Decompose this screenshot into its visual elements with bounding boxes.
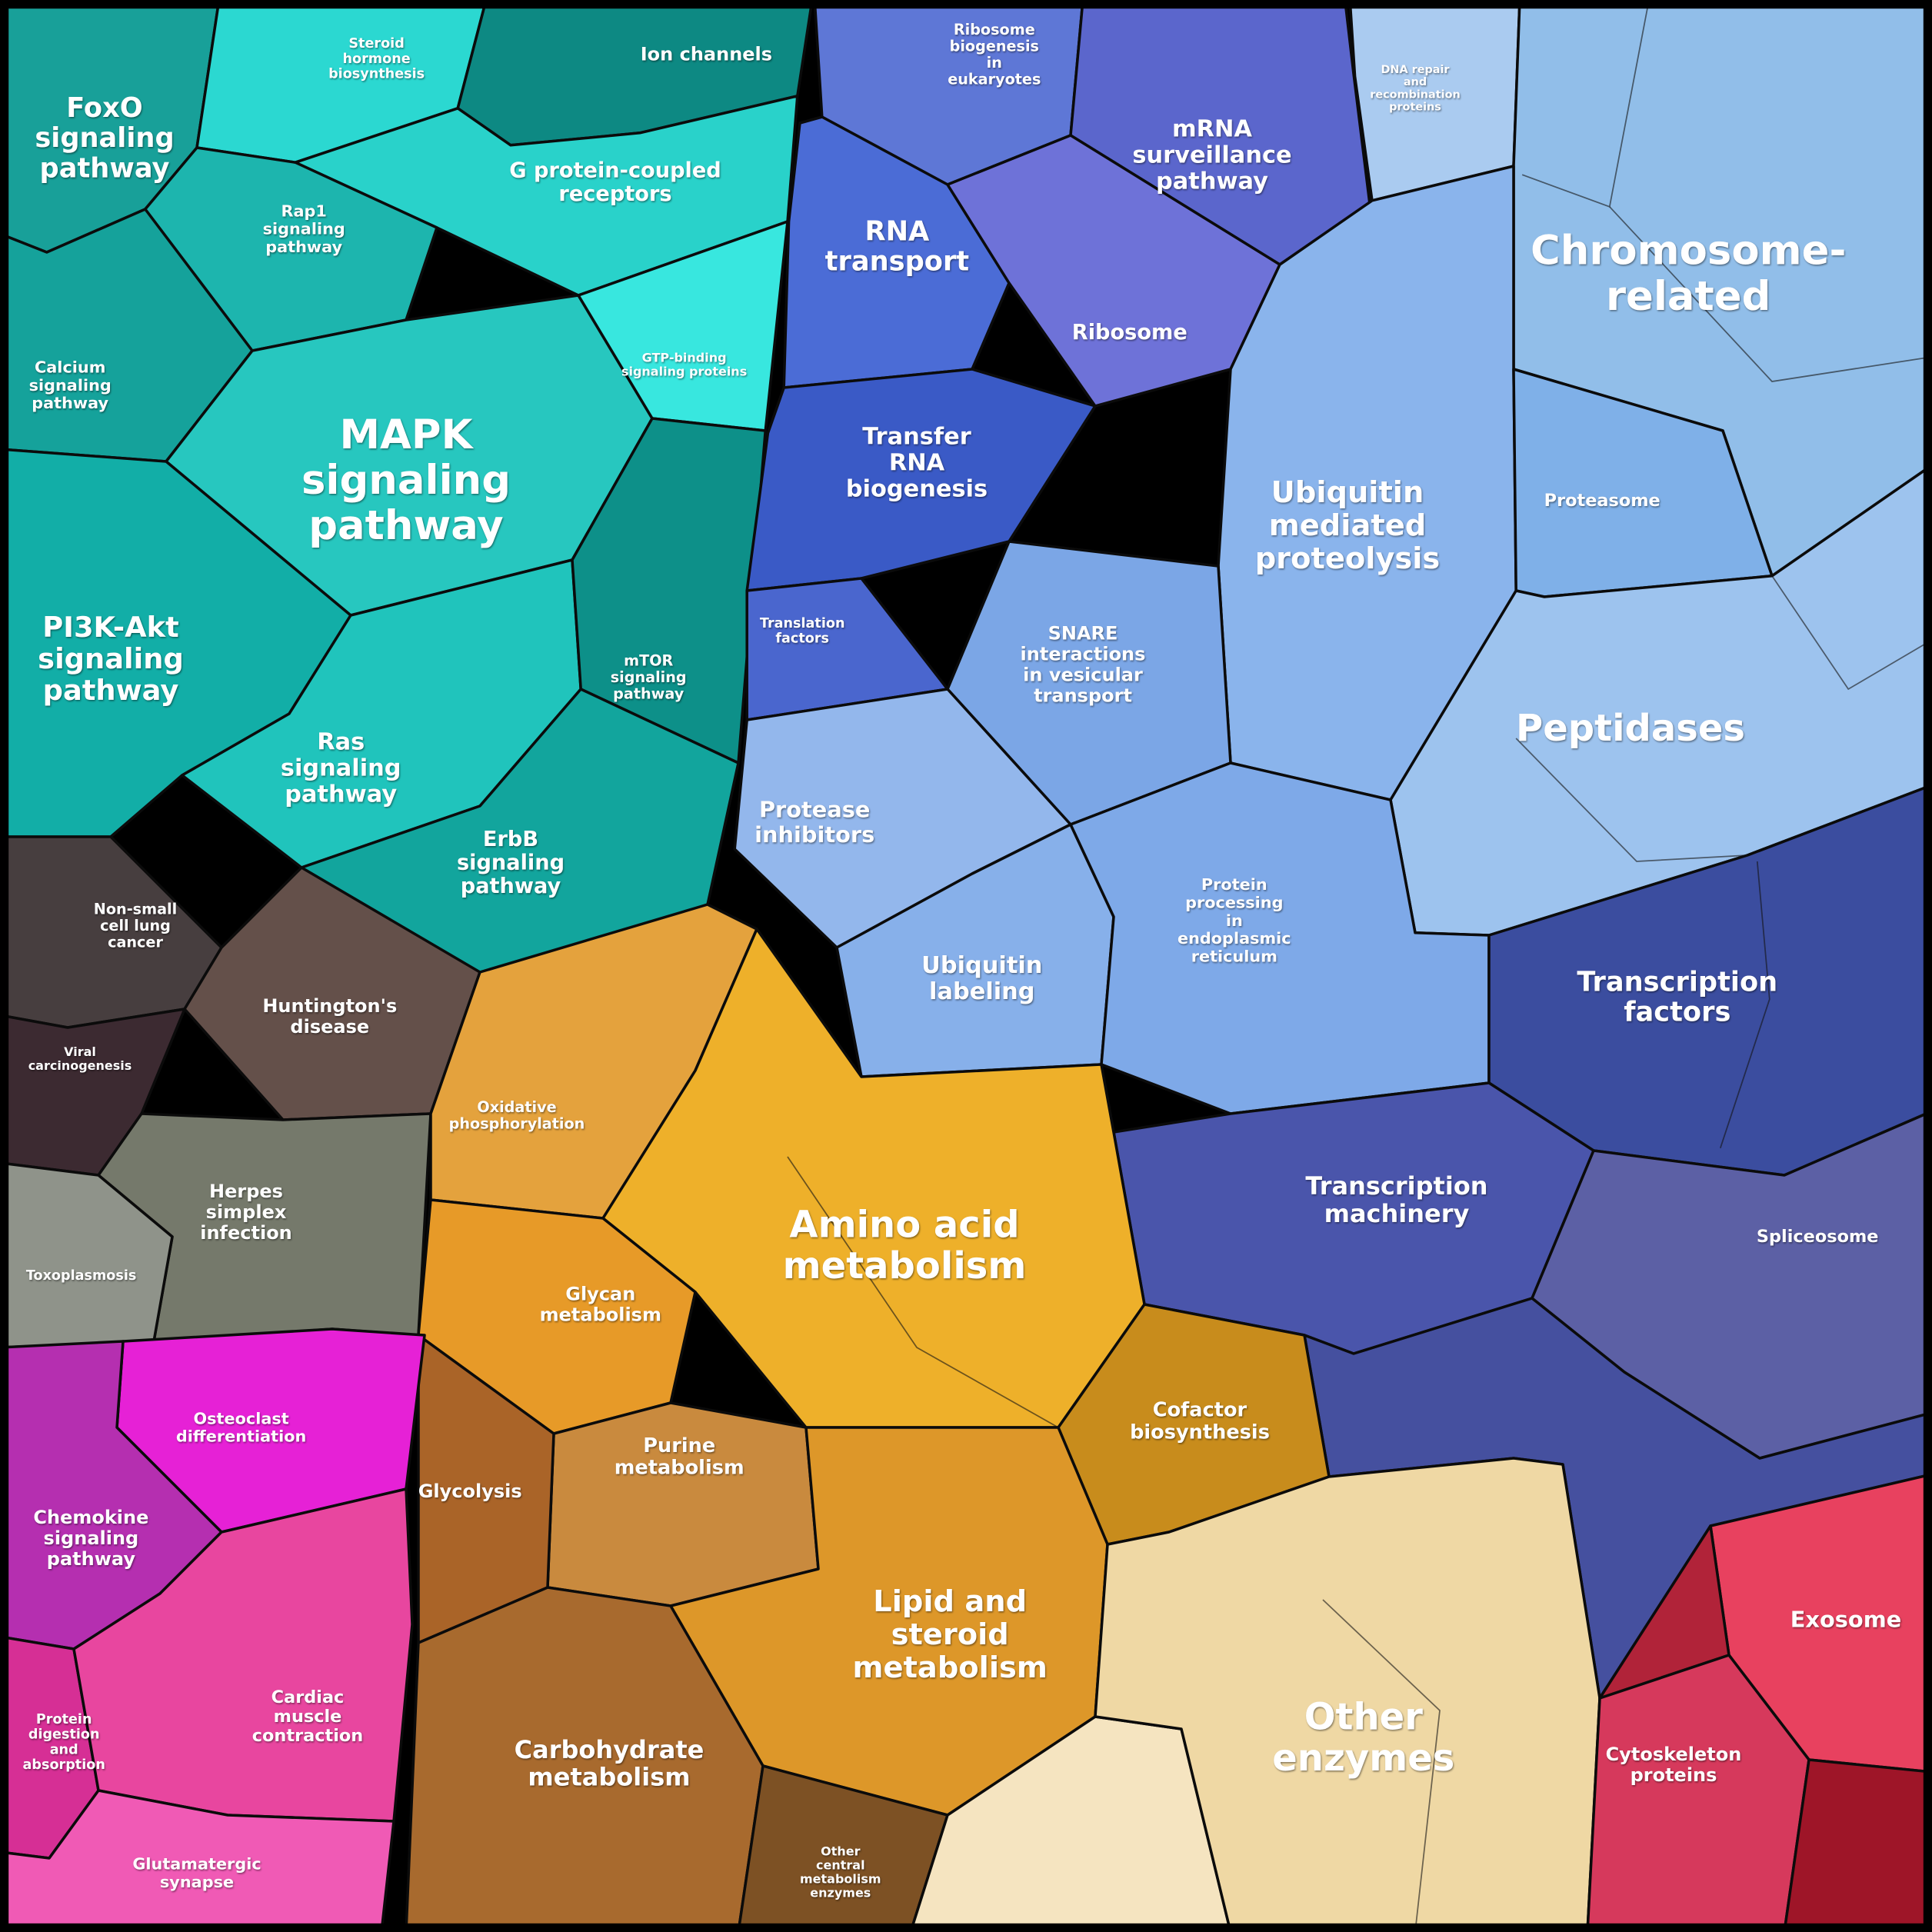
spliceosome-label: Spliceosome (1757, 1227, 1879, 1247)
ras-signaling-pathway-label: Ras signaling pathway (281, 728, 401, 808)
translation-factors-label: Translation factors (760, 616, 845, 647)
glutamatergic-synapse-label: Glutamatergic synapse (132, 1855, 261, 1891)
cell-divider (1719, 861, 1770, 1149)
rna-transport-label: RNA transport (825, 215, 970, 277)
transcription-factors-label: Transcription factors (1577, 966, 1777, 1028)
cell-divider (1515, 738, 1748, 862)
mapk-signaling-pathway-label: MAPK signaling pathway (301, 411, 511, 548)
cell-divider (1322, 1599, 1441, 1932)
peptidases-label: Peptidases (1516, 707, 1745, 750)
ribosome-biogenesis-in-eukaryotes-label: Ribosome biogenesis in eukaryotes (948, 21, 1041, 88)
snare-interactions-in-vesicular-transport-label: SNARE interactions in vesicular transport (1021, 623, 1146, 707)
cell-divider (787, 1156, 1059, 1428)
g-protein-coupled-receptors-label: G protein-coupled receptors (509, 158, 721, 205)
chromosome-related-label: Chromosome-related (1531, 227, 1846, 319)
amino-acid-metabolism-label: Amino acid metabolism (783, 1203, 1027, 1287)
dividers-layer (787, 0, 1932, 1932)
non-small-cell-lung-cancer-label: Non-small cell lung cancer (94, 900, 177, 951)
osteoclast-differentiation-label: Osteoclast differentiation (176, 1409, 306, 1445)
mtor-signaling-pathway-label: mTOR signaling pathway (611, 651, 687, 702)
cell-purine-metabolism[interactable] (546, 1401, 820, 1607)
transfer-rna-biogenesis-label: Transfer RNA biogenesis (846, 423, 988, 502)
cell-divider (1521, 0, 1650, 208)
cell-toxoplasmosis[interactable] (0, 1161, 174, 1349)
purine-metabolism-label: Purine metabolism (615, 1434, 744, 1480)
foxo-signaling-pathway-label: FoxO signaling pathway (35, 92, 174, 184)
cell-glutamatergic-synapse[interactable] (0, 1789, 395, 1932)
toxoplasmosis-label: Toxoplasmosis (26, 1268, 137, 1284)
gtp-binding-signaling-proteins-label: GTP-binding signaling proteins (621, 350, 747, 378)
labels-layer: FoxO signaling pathway Steroid hormone biosyn… (23, 21, 1902, 1900)
cell-divider (1771, 575, 1932, 691)
carbohydrate-metabolism-label: Carbohydrate metabolism (515, 1735, 705, 1792)
other-enzymes-label: Other enzymes (1272, 1695, 1454, 1780)
proteasome-label: Proteasome (1544, 491, 1661, 511)
mrna-surveillance-pathway-label: mRNA surveillance pathway (1132, 115, 1291, 195)
cell-structural-misc[interactable] (1783, 1758, 1932, 1932)
viral-carcinogenesis-label: Viral carcinogenesis (28, 1044, 132, 1073)
ubiquitin-labeling-label: Ubiquitin labeling (921, 951, 1042, 1004)
cell-other-enzymes[interactable] (1094, 1457, 1601, 1932)
lipid-and-steroid-metabolism-label: Lipid and steroid metabolism (853, 1584, 1048, 1684)
protein-digestion-and-absorption-label: Protein digestion and absorption (23, 1712, 105, 1773)
ribosome-label: Ribosome (1072, 321, 1188, 345)
other-central-metabolism-enzymes-label: Other central metabolism enzymes (800, 1844, 881, 1900)
chemokine-signaling-pathway-label: Chemokine signaling pathway (33, 1507, 148, 1570)
ion-channels-label: Ion channels (641, 43, 772, 65)
oxidative-phosphorylation-label: Oxidative phosphorylation (449, 1098, 585, 1132)
glycolysis-label: Glycolysis (418, 1481, 522, 1502)
protease-inhibitors-label: Protease inhibitors (754, 797, 874, 848)
erbb-signaling-pathway-label: ErbB signaling pathway (457, 828, 565, 898)
glycan-metabolism-label: Glycan metabolism (540, 1284, 661, 1326)
calcium-signaling-pathway-label: Calcium signaling pathway (29, 358, 112, 413)
ubiquitin-mediated-proteolysis-label: Ubiquitin mediated proteolysis (1255, 475, 1441, 576)
herpes-simplex-infection-label: Herpes simplex infection (200, 1181, 292, 1244)
cell-divider (1609, 206, 1932, 382)
cofactor-biosynthesis-label: Cofactor biosynthesis (1130, 1399, 1270, 1444)
pi3k-akt-signaling-pathway-label: PI3K-Akt signaling pathway (38, 610, 184, 706)
transcription-machinery-label: Transcription machinery (1305, 1171, 1487, 1228)
steroid-hormone-biosynthesis-label: Steroid hormone biosynthesis (328, 36, 425, 82)
huntingtons-disease-label: Huntington's disease (262, 995, 397, 1038)
rap1-signaling-pathway-label: Rap1 signaling pathway (263, 202, 345, 256)
cardiac-muscle-contraction-label: Cardiac muscle contraction (252, 1687, 363, 1746)
dna-repair-and-recombination-proteins-label: DNA repair and recombination proteins (1370, 64, 1460, 113)
cell-other-central-metabolism-enzymes[interactable] (737, 1764, 949, 1932)
cytoskeleton-proteins-label: Cytoskeleton proteins (1606, 1744, 1742, 1786)
protein-processing-in-endoplasmic-reticulum-label: Protein processing in endoplasmic reticulum (1178, 875, 1291, 965)
cell-protein-processing-in-endoplasmic-reticulum[interactable] (1069, 761, 1491, 1115)
exosome-label: Exosome (1790, 1607, 1902, 1633)
